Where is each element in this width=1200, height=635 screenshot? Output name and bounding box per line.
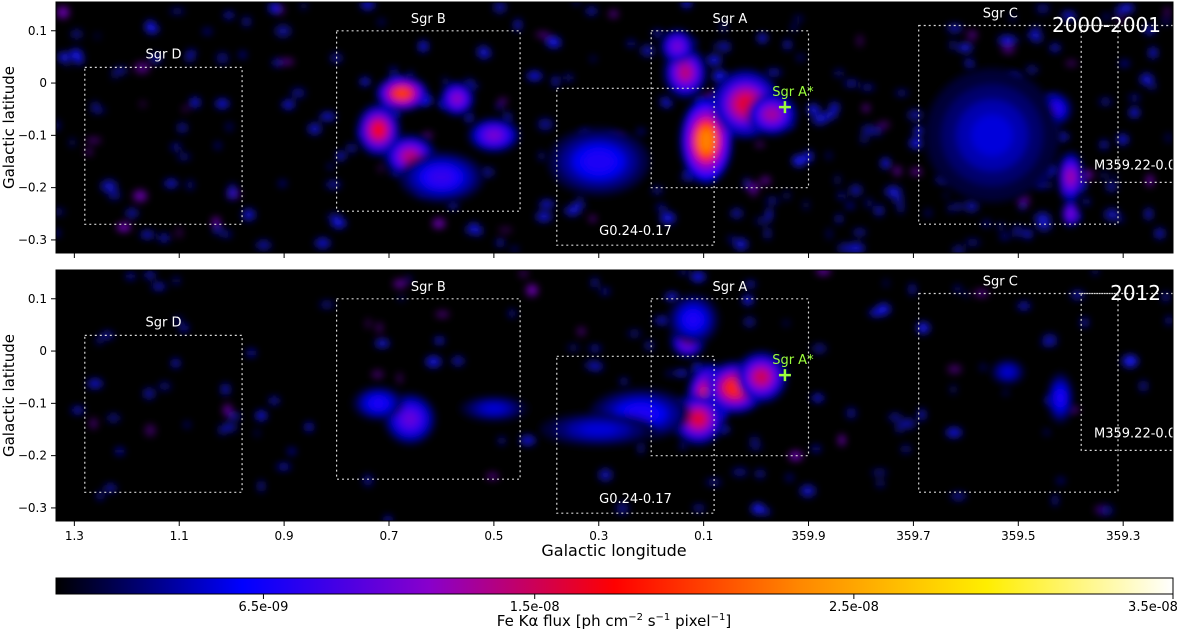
- emission-blob: [1056, 390, 1065, 406]
- x-tick-label: 0.1: [694, 529, 713, 543]
- map-panel: Sgr D Sgr B G0.24-0.17 Sgr A Sgr C M359.22-0.…: [0, 1, 1184, 258]
- region-label: G0.24-0.17: [599, 224, 672, 239]
- emission-blob: [678, 64, 692, 81]
- emission-blob: [1066, 169, 1075, 185]
- region-label: Sgr C: [983, 7, 1018, 22]
- emission-blob: [690, 411, 707, 427]
- x-tick-label: 359.7: [896, 529, 930, 543]
- emission-blob: [394, 88, 410, 99]
- region-label: Sgr B: [411, 12, 446, 27]
- y-tick-label: −0.1: [18, 128, 47, 142]
- sgr-a-star-label: Sgr A*: [772, 85, 814, 100]
- region-box: [918, 24, 1119, 225]
- emission-blob: [370, 398, 387, 409]
- region-box: [918, 292, 1119, 493]
- region-box: [84, 66, 243, 225]
- map-panel: Sgr D Sgr B G0.24-0.17 Sgr A Sgr C M359.22-0.…: [0, 269, 1184, 526]
- x-tick-label: 0.9: [275, 529, 294, 543]
- y-axis-label: Galactic latitude: [0, 334, 18, 457]
- region-box: [650, 298, 810, 457]
- sgr-a-star-label: Sgr A*: [772, 353, 814, 368]
- y-tick-label: −0.3: [18, 501, 47, 515]
- x-tick-label: 1.3: [65, 529, 84, 543]
- emission-blob: [483, 404, 505, 413]
- sgr-a-star-marker: [778, 101, 791, 114]
- epoch-label: 2012: [1110, 281, 1161, 305]
- y-tick-label: 0.1: [28, 24, 47, 38]
- region-box: [336, 30, 521, 212]
- y-tick-label: −0.3: [18, 233, 47, 247]
- colorbar-tick-label: 1.5e-08: [510, 600, 560, 615]
- region-box: [556, 355, 715, 514]
- colorbar-tick-label: 6.5e-09: [238, 600, 288, 615]
- y-tick-label: −0.1: [18, 396, 47, 410]
- region-label: Sgr A: [712, 12, 747, 27]
- region-box: [650, 30, 810, 189]
- emission-blob: [1068, 209, 1074, 218]
- region-box: [556, 87, 715, 246]
- x-tick-label: 0.3: [589, 529, 608, 543]
- emission-blob: [486, 130, 502, 141]
- emission-blob: [583, 151, 615, 172]
- region-label: Sgr D: [146, 315, 182, 330]
- region-label: Sgr C: [983, 275, 1018, 290]
- x-tick-label: 1.1: [170, 529, 189, 543]
- panel-frame: [55, 269, 1174, 522]
- colorbar-label: Fe Kα flux [ph cm−2 s−1 pixel−1]: [497, 612, 731, 630]
- y-axis-label: Galactic latitude: [0, 66, 18, 189]
- region-label: Sgr B: [411, 280, 446, 295]
- emission-blob: [971, 114, 1014, 157]
- emission-blob: [371, 122, 386, 138]
- epoch-label: 2000-2001: [1052, 13, 1161, 37]
- emission-blob: [580, 424, 618, 435]
- y-tick-label: 0.1: [28, 292, 47, 306]
- emission-blob: [402, 411, 418, 427]
- emission-blob: [1002, 368, 1013, 376]
- emission-blob: [698, 127, 715, 154]
- region-label: Sgr D: [146, 47, 182, 62]
- emission-blob: [763, 107, 780, 121]
- sgr-a-star-marker: [778, 369, 791, 382]
- region-label: M359.22-0.04: [1094, 158, 1184, 173]
- y-tick-label: 0: [39, 76, 47, 90]
- emission-blob: [452, 93, 463, 104]
- x-tick-label: 359.5: [1001, 529, 1035, 543]
- emission-blob: [672, 41, 683, 52]
- emission-blob: [753, 369, 770, 386]
- region-label: G0.24-0.17: [599, 492, 672, 507]
- x-axis-label: Galactic longitude: [541, 541, 686, 560]
- x-tick-label: 0.5: [484, 529, 503, 543]
- y-tick-label: −0.2: [18, 181, 47, 195]
- x-tick-label: 359.9: [791, 529, 825, 543]
- y-tick-label: −0.2: [18, 449, 47, 463]
- x-tick-label: 359.3: [1106, 529, 1140, 543]
- region-label: Sgr A: [712, 280, 747, 295]
- colorbar-tick-label: 3.5e-08: [1128, 600, 1178, 615]
- region-label: M359.22-0.04: [1094, 426, 1184, 441]
- emission-blob: [428, 169, 455, 185]
- region-box: [336, 298, 521, 480]
- y-tick-label: 0: [39, 344, 47, 358]
- x-tick-label: 0.7: [379, 529, 398, 543]
- colorbar: [55, 577, 1174, 595]
- panel-frame: [55, 1, 1174, 254]
- emission-blob: [685, 311, 702, 328]
- region-box: [84, 334, 243, 493]
- colorbar-tick-label: 2.5e-08: [829, 600, 879, 615]
